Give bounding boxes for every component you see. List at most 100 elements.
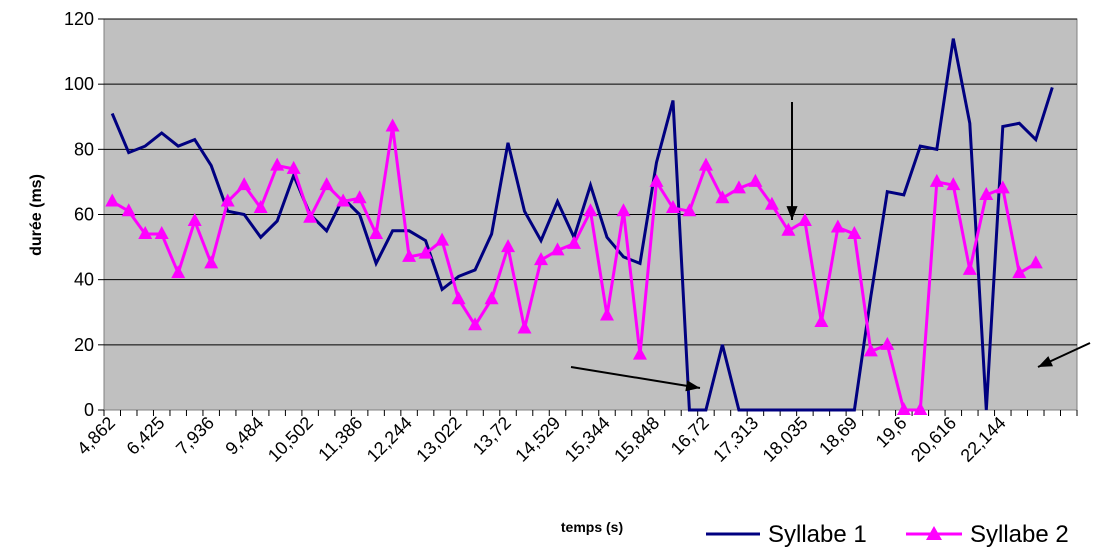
series-marker-2	[616, 203, 631, 217]
series-marker-2	[468, 317, 483, 331]
series-marker-2	[418, 245, 433, 259]
y-tick-label: 40	[74, 270, 94, 290]
arrow-right-shaft	[570, 366, 701, 389]
legend-label-syllabe-2: Syllabe 2	[970, 521, 1069, 548]
x-tick-label: 13,022	[412, 413, 465, 466]
series-marker-2	[319, 177, 334, 191]
series-marker-2	[863, 343, 878, 357]
x-tick-label: 17,313	[709, 413, 762, 466]
series-marker-2	[237, 177, 252, 191]
series-marker-2	[303, 209, 318, 223]
x-tick-label: 19,6	[872, 413, 911, 452]
series-marker-2	[896, 402, 911, 415]
series-marker-2	[599, 307, 614, 321]
series-marker-2	[979, 186, 994, 200]
series-marker-2	[402, 248, 417, 262]
y-tick-label: 20	[74, 335, 94, 355]
series-marker-2	[781, 222, 796, 236]
x-tick-label: 10,502	[264, 413, 317, 466]
series-marker-2	[204, 255, 219, 269]
series-marker-2	[121, 203, 136, 217]
series-marker-2	[517, 320, 532, 334]
series-marker-2	[270, 157, 285, 171]
series-marker-2	[698, 157, 713, 171]
x-tick-label: 12,244	[363, 413, 416, 466]
series-marker-2	[154, 226, 169, 240]
gridlines	[104, 18, 1077, 346]
y-axis-ticks: 0 20 40 60 80 100 120	[64, 9, 104, 420]
series-marker-2	[435, 232, 450, 246]
x-tick-label: 14,529	[511, 413, 564, 466]
series-marker-2	[286, 160, 301, 174]
series-layer	[105, 38, 1054, 415]
annotation-arrows	[570, 102, 1091, 392]
series-marker-2	[962, 261, 977, 275]
series-marker-2	[731, 180, 746, 194]
series-marker-2	[253, 199, 268, 213]
series-marker-2	[501, 239, 516, 253]
series-marker-2	[1012, 265, 1027, 279]
x-tick-label: 7,936	[172, 413, 218, 459]
series-marker-2	[665, 199, 680, 213]
x-tick-label: 18,69	[815, 413, 861, 459]
x-tick-label: 22,144	[957, 413, 1010, 466]
series-marker-2	[220, 193, 235, 207]
series-marker-2	[797, 213, 812, 227]
y-tick-label: 0	[84, 400, 94, 420]
y-tick-label: 120	[64, 9, 94, 29]
x-tick-label: 4,862	[73, 413, 119, 459]
series-marker-2	[682, 203, 697, 217]
series-marker-2	[995, 180, 1010, 194]
series-marker-2	[880, 336, 895, 350]
series-marker-2	[567, 235, 582, 249]
series-marker-2	[748, 173, 763, 187]
arrow-down-head	[786, 206, 798, 220]
arrow-left-head	[1038, 356, 1053, 367]
series-marker-2	[385, 118, 400, 132]
series-marker-2	[451, 291, 466, 305]
x-tick-label: 15,344	[561, 413, 614, 466]
series-marker-2	[138, 226, 153, 240]
series-marker-2	[352, 190, 367, 204]
y-tick-label: 100	[64, 74, 94, 94]
series-marker-2	[171, 265, 186, 279]
series-marker-2	[105, 193, 120, 207]
x-tick-label: 16,72	[667, 413, 713, 459]
series-marker-2	[830, 219, 845, 233]
series-marker-2	[1028, 255, 1043, 269]
legend: Syllabe 1 Syllabe 2	[706, 521, 1069, 548]
series-marker-2	[336, 193, 351, 207]
series-marker-2	[550, 242, 565, 256]
series-marker-2	[534, 252, 549, 266]
x-axis-ticks: 4,862 6,425 7,936 9,48410,50211,38612,24413…	[73, 410, 1078, 466]
series-marker-2	[814, 314, 829, 328]
series-line-1	[110, 38, 1054, 412]
series-marker-2	[583, 203, 598, 217]
x-tick-label: 13,72	[469, 413, 515, 459]
series-marker-2	[484, 291, 499, 305]
arrow-right-head	[685, 380, 700, 392]
x-tick-label: 11,386	[314, 413, 366, 465]
series-marker-2	[764, 196, 779, 210]
series-marker-2	[715, 190, 730, 204]
y-axis-label: durée (ms)	[28, 174, 45, 256]
series-marker-2	[946, 177, 961, 191]
series-marker-2	[632, 346, 647, 360]
x-tick-label: 9,484	[222, 413, 268, 459]
legend-label-syllabe-1: Syllabe 1	[768, 521, 867, 548]
series-marker-2	[649, 173, 664, 187]
series-marker-2	[187, 213, 202, 227]
series-marker-2	[847, 226, 862, 240]
x-tick-label: 20,616	[907, 413, 960, 466]
x-tick-label: 15,848	[610, 413, 663, 466]
legend-marker-syllabe-2	[926, 526, 942, 540]
x-tick-label: 6,425	[123, 413, 169, 459]
series-marker-2	[929, 173, 944, 187]
x-tick-label: 18,035	[759, 413, 812, 466]
series-marker-2	[369, 226, 384, 240]
x-axis-label: temps (s)	[561, 519, 623, 535]
series-marker-2	[913, 402, 928, 415]
y-tick-label: 80	[74, 139, 94, 159]
y-tick-label: 60	[74, 205, 94, 225]
